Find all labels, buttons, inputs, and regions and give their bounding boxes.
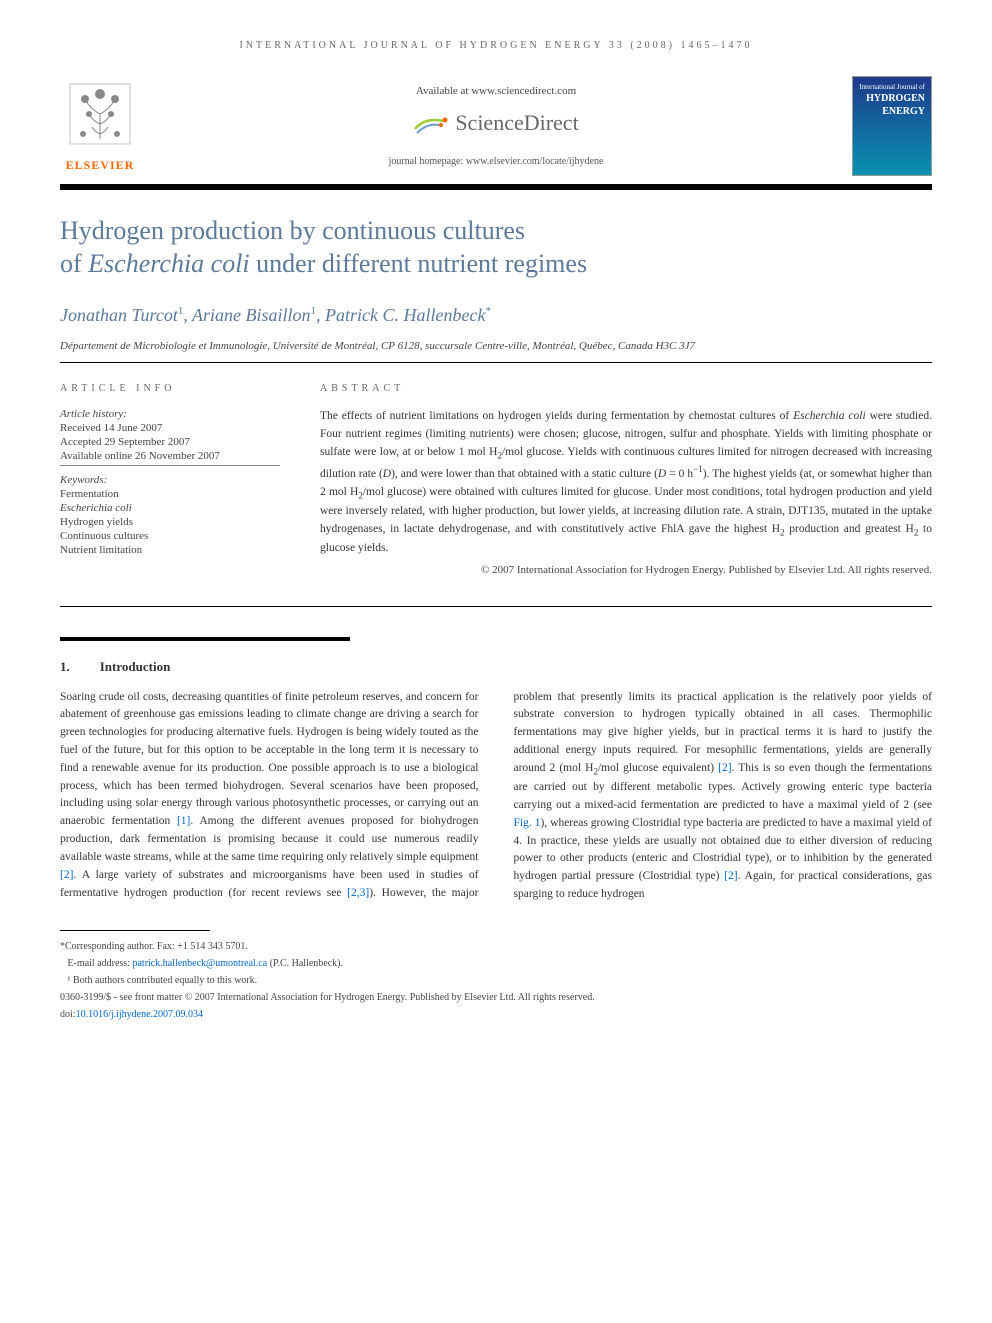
mid-rule: [60, 362, 932, 363]
info-abstract-row: ARTICLE INFO Article history: Received 1…: [60, 383, 932, 576]
keyword-0: Fermentation: [60, 488, 280, 500]
section-1-num: 1.: [60, 659, 70, 675]
history-online: Available online 26 November 2007: [60, 450, 280, 466]
author-1: Jonathan Turcot1: [60, 305, 183, 325]
thick-rule: [60, 184, 932, 190]
title-line1: Hydrogen production by continuous cultur…: [60, 216, 525, 245]
center-header: Available at www.sciencedirect.com Scien…: [140, 85, 852, 167]
abstract-block: ABSTRACT The effects of nutrient limitat…: [320, 383, 932, 576]
article-info-heading: ARTICLE INFO: [60, 383, 280, 394]
cover-title-main2: ENERGY: [859, 106, 925, 117]
author-3: Patrick C. Hallenbeck*: [325, 305, 491, 325]
keyword-3: Continuous cultures: [60, 530, 280, 542]
mid-rule-2: [60, 606, 932, 607]
title-line2a: of: [60, 249, 88, 278]
fn-email: E-mail address: patrick.hallenbeck@umont…: [60, 956, 932, 971]
body-text: Soaring crude oil costs, decreasing quan…: [60, 689, 932, 904]
journal-cover: International Journal of HYDROGEN ENERGY: [852, 76, 932, 176]
title-line2c: under different nutrient regimes: [250, 249, 587, 278]
abstract-text: The effects of nutrient limitations on h…: [320, 408, 932, 558]
section-rule: [60, 637, 350, 641]
running-head: INTERNATIONAL JOURNAL OF HYDROGEN ENERGY…: [60, 40, 932, 51]
header-block: ELSEVIER Available at www.sciencedirect.…: [60, 76, 932, 176]
fn-equal: ¹ Both authors contributed equally to th…: [60, 973, 932, 988]
abstract-copyright: © 2007 International Association for Hyd…: [320, 564, 932, 576]
fn-doi-link[interactable]: 10.1016/j.ijhydene.2007.09.034: [76, 1009, 204, 1020]
article-title: Hydrogen production by continuous cultur…: [60, 215, 932, 280]
footer-rule: [60, 930, 210, 931]
fn-corresponding: *Corresponding author. Fax: +1 514 343 5…: [60, 939, 932, 954]
sd-swoosh-icon: [413, 109, 449, 137]
fn-doi: doi:10.1016/j.ijhydene.2007.09.034: [60, 1007, 932, 1022]
abstract-heading: ABSTRACT: [320, 383, 932, 394]
sciencedirect-text: ScienceDirect: [455, 110, 578, 136]
affiliation: Département de Microbiologie et Immunolo…: [60, 340, 932, 352]
article-info: ARTICLE INFO Article history: Received 1…: [60, 383, 280, 576]
cover-title-small: International Journal of: [859, 83, 925, 91]
elsevier-logo: ELSEVIER: [60, 79, 140, 173]
journal-homepage: journal homepage: www.elsevier.com/locat…: [140, 156, 852, 167]
fn-front-matter: 0360-3199/$ - see front matter © 2007 In…: [60, 990, 932, 1005]
keywords-label: Keywords:: [60, 474, 280, 486]
keyword-4: Nutrient limitation: [60, 544, 280, 556]
elsevier-tree-icon: [65, 79, 135, 149]
sciencedirect-logo: ScienceDirect: [413, 109, 578, 137]
section-1-heading: 1. Introduction: [60, 659, 932, 675]
elsevier-text: ELSEVIER: [60, 158, 140, 173]
authors: Jonathan Turcot1, Ariane Bisaillon1, Pat…: [60, 305, 932, 326]
fn-email-link[interactable]: patrick.hallenbeck@umontreal.ca: [132, 958, 267, 969]
title-line2b-italic: Escherchia coli: [88, 249, 249, 278]
footnotes: *Corresponding author. Fax: +1 514 343 5…: [60, 939, 932, 1022]
history-accepted: Accepted 29 September 2007: [60, 436, 280, 448]
history-received: Received 14 June 2007: [60, 422, 280, 434]
keyword-2: Hydrogen yields: [60, 516, 280, 528]
available-at-text: Available at www.sciencedirect.com: [140, 85, 852, 97]
keyword-1: Escherichia coli: [60, 502, 280, 514]
cover-title-main1: HYDROGEN: [859, 93, 925, 104]
section-1-title: Introduction: [100, 659, 171, 674]
author-2: Ariane Bisaillon1: [192, 305, 316, 325]
history-label: Article history:: [60, 408, 280, 420]
